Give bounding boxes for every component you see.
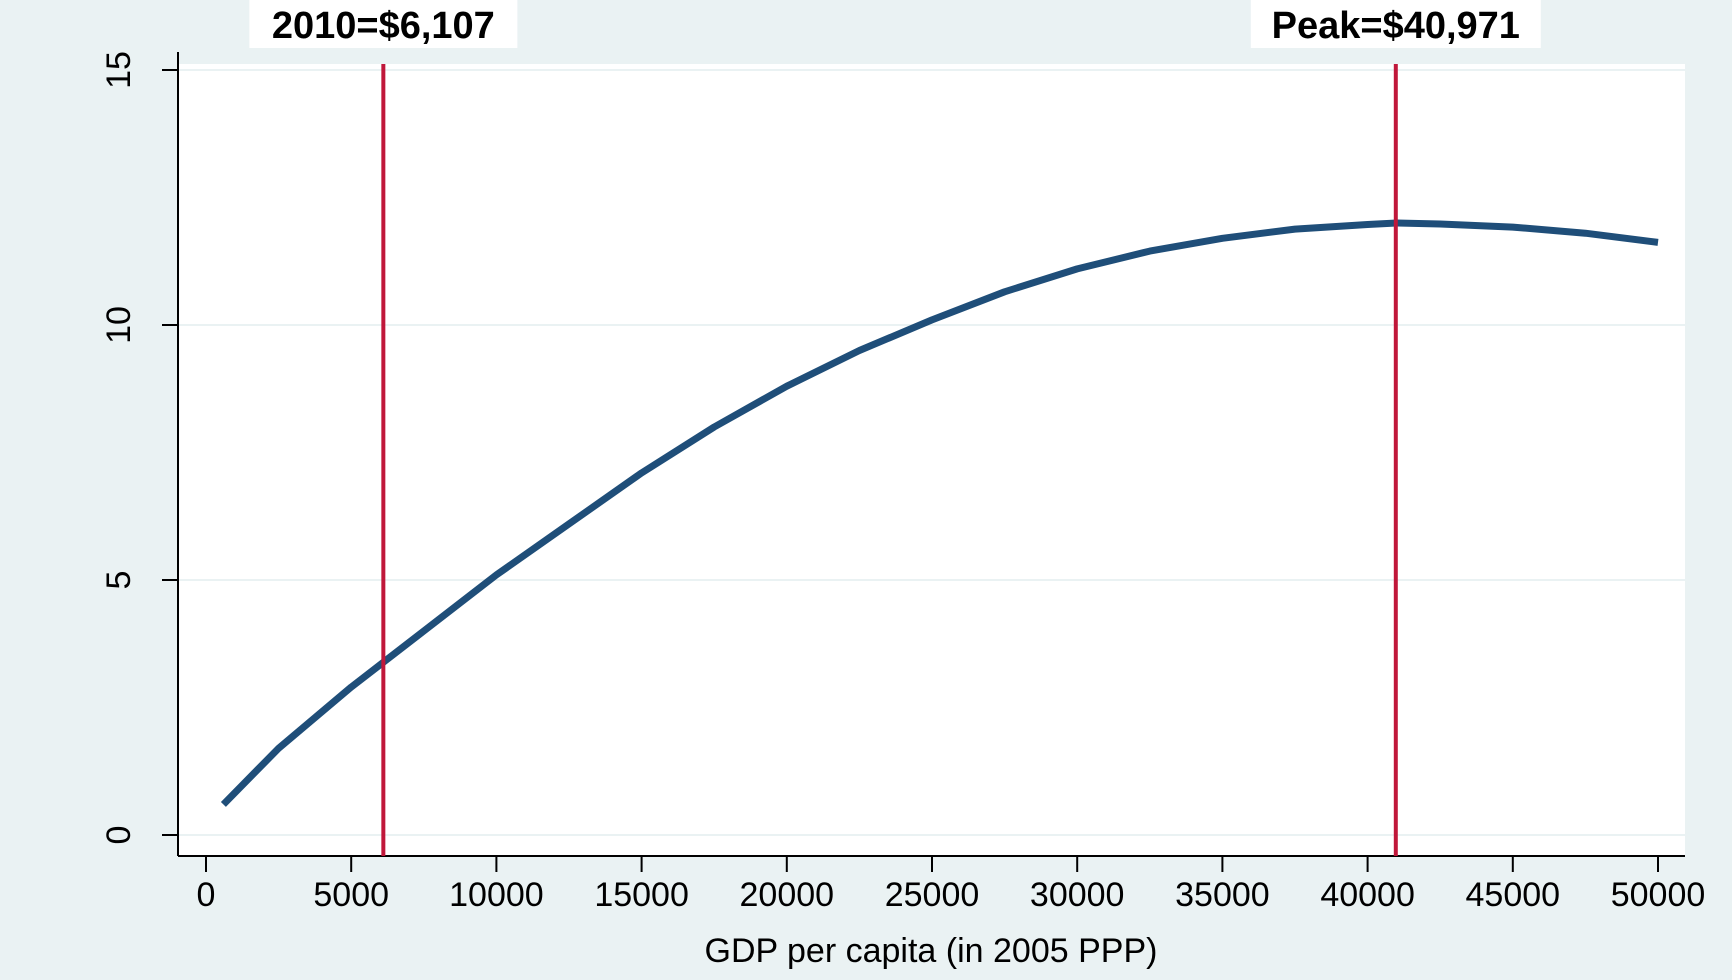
x-tick-label-0: 0	[197, 876, 216, 914]
y-tick-label-0: 0	[100, 826, 138, 845]
annotations: 2010=$6,107 Peak=$40,971	[249, 0, 1541, 48]
annotation-box-1	[1250, 0, 1541, 48]
series	[220, 219, 1659, 807]
annotation-box-0	[249, 0, 518, 48]
x-tick-label-7: 35000	[1175, 876, 1270, 914]
reference-lines	[381, 64, 1398, 856]
y-tick-label-1: 5	[100, 571, 138, 590]
x-tick-label-6: 30000	[1030, 876, 1125, 914]
x-tick-label-1: 5000	[313, 876, 389, 914]
series-line-0	[220, 219, 1659, 807]
annotation-label-1: Peak=$40,971	[1272, 5, 1520, 47]
axes: 0 5 10 15 0 5000 10000 15000 20000 25000 30000 3500…	[100, 51, 1705, 914]
x-tick-label-9: 45000	[1466, 876, 1561, 914]
x-tick-label-5: 25000	[885, 876, 980, 914]
plot-background	[177, 64, 1685, 856]
x-tick-label-3: 15000	[594, 876, 689, 914]
y-tick-label-3: 15	[100, 51, 138, 89]
y-tick-label-2: 10	[100, 306, 138, 344]
annotation-label-0: 2010=$6,107	[272, 5, 495, 47]
x-tick-label-8: 40000	[1320, 876, 1415, 914]
x-tick-label-10: 50000	[1611, 876, 1706, 914]
x-tick-label-4: 20000	[740, 876, 835, 914]
gridlines	[178, 69, 1685, 836]
x-tick-label-2: 10000	[449, 876, 544, 914]
x-axis-label: GDP per capita (in 2005 PPP)	[705, 932, 1158, 970]
